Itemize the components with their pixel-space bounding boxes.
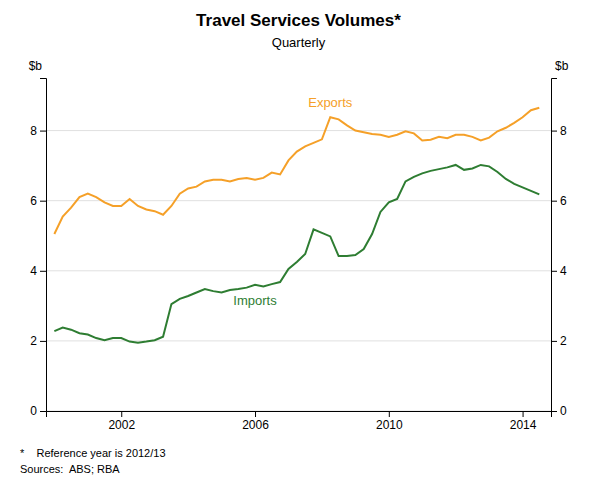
axis-line xyxy=(47,412,552,418)
grid-line xyxy=(46,270,551,271)
tick-mark xyxy=(551,411,557,412)
tick-mark xyxy=(551,271,557,272)
tick-label: 4 xyxy=(560,264,567,278)
tick-label: 8 xyxy=(560,124,567,138)
tick-mark xyxy=(40,411,46,412)
axis: 2002 2006 2010 2014 xyxy=(47,411,552,432)
tick-label: 2014 xyxy=(510,418,537,432)
tick-label: 2 xyxy=(560,334,567,348)
axis-line xyxy=(40,79,47,412)
tick: 6 xyxy=(551,194,567,208)
subtitle: Quarterly xyxy=(272,35,326,50)
line xyxy=(54,108,539,234)
tick-mark xyxy=(551,341,557,342)
tick: 2014 xyxy=(510,411,537,432)
axis: 0 2 4 6 8 xyxy=(30,79,46,419)
tick: 0 xyxy=(551,404,567,418)
series-label: Imports xyxy=(233,293,277,308)
tick: 2006 xyxy=(242,411,269,432)
axis: 0 2 4 6 8 xyxy=(551,79,567,419)
grid xyxy=(46,131,551,411)
tick-mark xyxy=(551,131,557,132)
tick-label: 2 xyxy=(30,334,37,348)
tick: 0 xyxy=(30,404,46,418)
plot: 2002 2006 2010 2014 0 2 4 6 8 0 2 4 6 8 $b $b Exports Imp… xyxy=(29,59,569,432)
tick-mark xyxy=(40,271,46,272)
tick: 2 xyxy=(30,334,46,348)
tick: 4 xyxy=(551,264,567,278)
chart: Travel Services Volumes*Quarterly2002200… xyxy=(0,0,597,483)
tick-mark xyxy=(121,411,122,417)
tick-label: 0 xyxy=(30,404,37,418)
tick-label: 4 xyxy=(30,264,37,278)
tick-mark xyxy=(255,411,256,417)
tick: 2 xyxy=(551,334,567,348)
tick: 2002 xyxy=(108,411,135,432)
tick: 6 xyxy=(30,194,46,208)
tick-label: 8 xyxy=(30,124,37,138)
line xyxy=(54,165,539,343)
grid-line xyxy=(46,200,551,201)
tick: 8 xyxy=(551,124,567,138)
tick-label: 2002 xyxy=(108,418,135,432)
tick-mark xyxy=(40,341,46,342)
axis-label: $b xyxy=(555,59,569,73)
tick-label: 6 xyxy=(560,194,567,208)
source: Sources: ABS; RBA xyxy=(20,463,120,475)
series-labels: Exports Imports xyxy=(233,95,352,308)
axis-label: $b xyxy=(29,59,43,73)
tick-mark xyxy=(389,411,390,417)
footnote: * Reference year is 2012/13 xyxy=(20,447,166,459)
tick-mark xyxy=(40,201,46,202)
tick: 4 xyxy=(30,264,46,278)
title: Travel Services Volumes* xyxy=(196,11,401,30)
tick: 8 xyxy=(30,124,46,138)
axis-line xyxy=(552,79,558,412)
series-label: Exports xyxy=(308,95,353,110)
tick-label: 2006 xyxy=(242,418,269,432)
lines xyxy=(54,108,539,343)
tick-mark xyxy=(523,411,524,417)
tick-label: 2010 xyxy=(376,418,403,432)
tick-label: 0 xyxy=(560,404,567,418)
tick-mark xyxy=(551,201,557,202)
tick: 2010 xyxy=(376,411,403,432)
grid-line xyxy=(46,340,551,341)
tick-mark xyxy=(40,131,46,132)
grid-line xyxy=(46,130,551,131)
tick-label: 6 xyxy=(30,194,37,208)
